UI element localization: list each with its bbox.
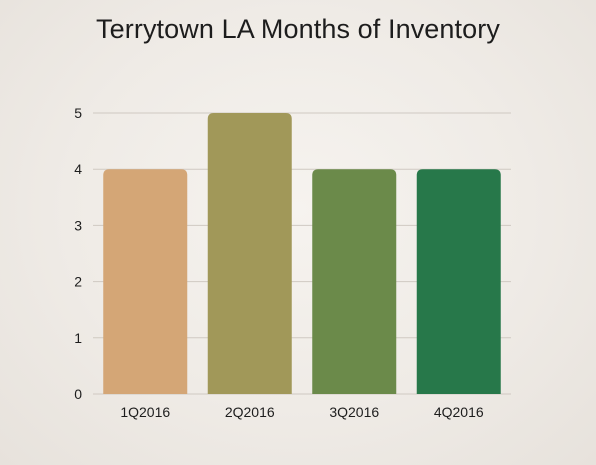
bar-2q2016	[207, 113, 292, 394]
x-tick-label: 2Q2016	[225, 404, 275, 420]
y-tick-label: 4	[74, 161, 82, 177]
y-tick-label: 5	[74, 105, 82, 121]
y-tick-label: 1	[74, 330, 82, 346]
bar-4q2016	[416, 169, 501, 394]
y-tick-label: 2	[74, 274, 82, 290]
chart-title: Terrytown LA Months of Inventory	[96, 14, 500, 44]
y-tick-label: 3	[74, 217, 82, 233]
x-tick-label: 4Q2016	[434, 404, 484, 420]
x-tick-label: 1Q2016	[120, 404, 170, 420]
bar-3q2016	[312, 169, 397, 394]
y-tick-label: 0	[74, 386, 82, 402]
x-tick-label: 3Q2016	[329, 404, 379, 420]
bar-1q2016	[103, 169, 188, 394]
